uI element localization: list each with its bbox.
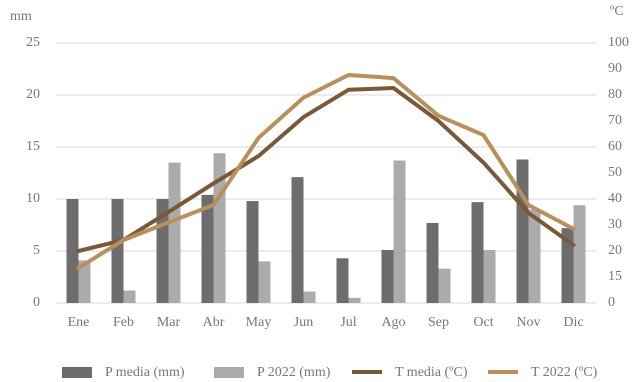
bar	[573, 205, 586, 303]
bar	[426, 222, 439, 303]
bar	[291, 177, 304, 303]
bar	[438, 268, 451, 303]
x-tick-label: Ago	[381, 315, 405, 330]
x-tick-label: Abr	[203, 315, 225, 330]
bar	[201, 194, 214, 303]
bar	[516, 159, 529, 303]
bar	[258, 261, 271, 303]
x-tick-label: Sep	[428, 315, 449, 330]
x-tick-label: Mar	[157, 315, 181, 330]
x-tick-label: Oct	[473, 315, 493, 330]
bar	[123, 290, 136, 303]
bar	[348, 297, 361, 303]
y2-tick-label: 80	[608, 87, 622, 102]
x-tick-label: Jul	[340, 315, 356, 330]
y2-tick-label: 100	[608, 35, 629, 50]
legend-swatch	[62, 367, 92, 378]
bar	[303, 291, 316, 303]
bar	[528, 209, 541, 303]
legend-label: T 2022 (ºC)	[531, 365, 598, 380]
x-tick-label: Dic	[563, 315, 583, 330]
y2-tick-label: 15	[608, 269, 622, 284]
y2-tick-label: 20	[608, 243, 622, 258]
y2-axis-label: ºC	[610, 4, 624, 19]
y2-tick-label: 70	[608, 113, 622, 128]
y-axis-label: mm	[10, 9, 32, 24]
y2-tick-label: 30	[608, 217, 622, 232]
y-tick-label: 20	[26, 87, 40, 102]
bar	[561, 228, 574, 303]
y-tick-label: 25	[26, 35, 40, 50]
line-series	[76, 85, 576, 253]
bar	[381, 249, 394, 303]
bar	[246, 201, 259, 303]
y-tick-label: 0	[33, 295, 40, 310]
bar	[111, 199, 124, 303]
legend-label: T media (ºC)	[395, 365, 468, 380]
x-tick-label: Feb	[113, 315, 134, 330]
bar	[336, 258, 349, 303]
y2-tick-label: 90	[608, 61, 622, 76]
x-tick-label: May	[246, 315, 272, 330]
x-tick-label: Nov	[516, 315, 540, 330]
y-tick-label: 15	[26, 139, 40, 154]
y-tick-label: 5	[33, 243, 40, 258]
bar	[393, 160, 406, 303]
bar	[471, 202, 484, 303]
legend-label: P media (mm)	[105, 365, 185, 380]
y2-tick-label: 40	[608, 191, 622, 206]
y-tick-label: 10	[26, 191, 40, 206]
bar	[483, 249, 496, 303]
y2-tick-label: 50	[608, 165, 622, 180]
y2-tick-label: 60	[608, 139, 622, 154]
bar	[66, 199, 79, 303]
legend-swatch	[214, 367, 244, 378]
line-series	[76, 72, 576, 270]
legend-label: P 2022 (mm)	[257, 365, 331, 380]
bar	[78, 260, 91, 303]
y2-tick-label: 0	[608, 295, 615, 310]
bar	[168, 162, 181, 303]
x-tick-label: Ene	[68, 315, 90, 330]
x-tick-label: Jun	[294, 315, 313, 330]
